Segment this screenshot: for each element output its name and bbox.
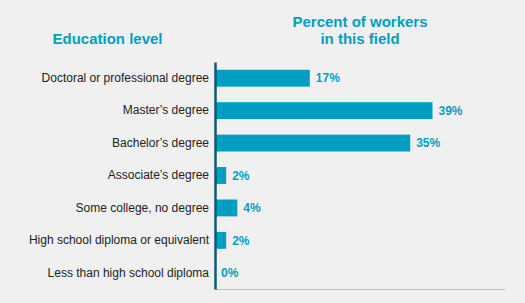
- x-axis-title-line: Percent of workers: [292, 13, 427, 30]
- x-axis-title-line: in this field: [320, 30, 399, 47]
- data-label: 17%: [316, 71, 340, 85]
- bar: [215, 102, 433, 119]
- x-axis-line: [216, 289, 506, 290]
- data-label: 2%: [232, 234, 250, 248]
- bar: [215, 135, 410, 152]
- bar: [215, 199, 237, 216]
- y-axis: Less than high school diploma High school…: [29, 63, 216, 290]
- y-tick: Associate’s degree: [108, 168, 215, 182]
- data-label: 39%: [439, 104, 463, 118]
- data-label: 35%: [416, 136, 440, 150]
- data-label: 0%: [221, 266, 239, 280]
- x-axis: [216, 289, 506, 290]
- y-tick-label: Associate’s degree: [108, 168, 210, 182]
- y-tick-label: Some college, no degree: [76, 201, 210, 215]
- bar: [215, 70, 310, 87]
- y-tick-label: Bachelor’s degree: [112, 136, 209, 150]
- data-labels: 0% 2% 4% 2% 35% 39% 17%: [221, 71, 463, 280]
- y-axis-title: Education level: [52, 30, 162, 47]
- y-tick: High school diploma or equivalent: [29, 233, 215, 247]
- y-axis-title-line: Education level: [52, 30, 162, 47]
- data-label: 4%: [243, 201, 261, 215]
- y-tick: Some college, no degree: [76, 201, 215, 215]
- plot: Less than high school diploma High school…: [29, 63, 506, 290]
- y-tick-label: Less than high school diploma: [48, 266, 210, 280]
- y-tick-label: Doctoral or professional degree: [42, 71, 210, 85]
- y-tick: Master’s degree: [123, 103, 215, 117]
- y-tick-label: Master’s degree: [123, 103, 210, 117]
- y-tick-label: High school diploma or equivalent: [29, 233, 210, 247]
- chart: Less than high school diploma High school…: [0, 0, 525, 303]
- y-tick: Less than high school diploma: [48, 266, 215, 280]
- y-tick: Doctoral or professional degree: [42, 71, 215, 85]
- x-axis-title: Percent of workersin this field: [292, 13, 427, 47]
- data-label: 2%: [232, 169, 250, 183]
- divider: [214, 63, 217, 290]
- bars: [215, 70, 433, 249]
- y-tick: Bachelor’s degree: [112, 136, 215, 150]
